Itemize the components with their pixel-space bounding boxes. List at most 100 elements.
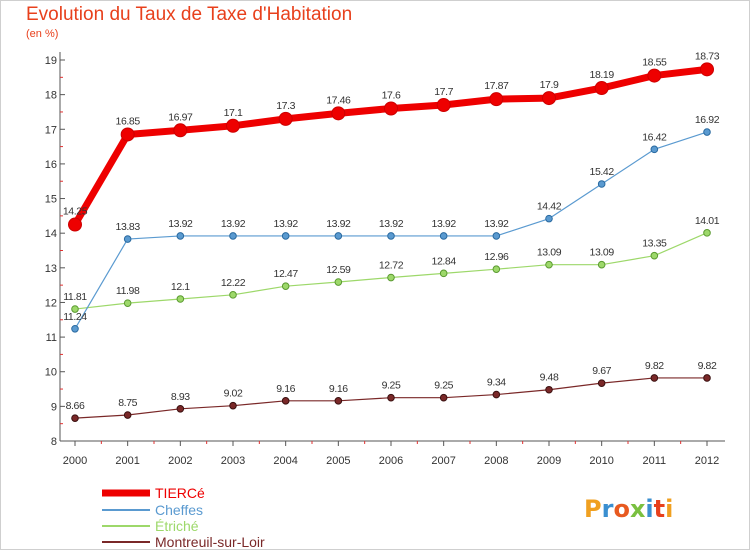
series-4-labels: 8.66 8.75 8.93 9.02 9.16 9.16 9.25 9.25 9.34 9.48… [66, 360, 718, 412]
y-tick-label: 11 [46, 332, 57, 344]
data-label: 9.02 [224, 388, 243, 400]
data-point [703, 374, 711, 382]
data-label: 12.96 [484, 251, 509, 263]
data-label: 12.22 [221, 277, 246, 289]
data-point [436, 98, 451, 113]
data-label: 16.42 [642, 131, 667, 143]
legend-label: Étriché [155, 518, 199, 534]
chart-subtitle: (en %) [26, 28, 59, 40]
data-label: 14.42 [537, 201, 562, 213]
data-label: 13.92 [274, 218, 299, 230]
data-label: 14.01 [695, 215, 720, 227]
data-point [384, 101, 398, 116]
data-label: 13.09 [590, 247, 615, 259]
data-label: 11.98 [116, 285, 140, 297]
data-point [650, 374, 659, 382]
y-tick-label: 9 [51, 401, 57, 413]
data-labels-layer: 14.25 16.85 16.97 17.1 17.3 17.46 17.6 17.7 17.8… [63, 50, 720, 412]
data-point [331, 106, 346, 121]
y-tick-label: 18 [45, 90, 57, 102]
data-point [176, 295, 185, 303]
x-tick-label: 2008 [484, 455, 508, 467]
x-tick-label: 2003 [221, 455, 245, 467]
x-tick-label: 2011 [643, 455, 667, 467]
x-tick-label: 2012 [695, 455, 719, 467]
data-point [123, 411, 132, 419]
data-point [597, 260, 606, 269]
data-label: 9.25 [434, 380, 453, 392]
data-label: 17.46 [326, 94, 351, 106]
data-label: 17.1 [224, 107, 243, 119]
data-label: 8.93 [171, 391, 190, 403]
data-label: 9.25 [382, 380, 401, 392]
data-point [71, 414, 79, 422]
data-label: 13.92 [168, 218, 193, 230]
data-point [229, 291, 237, 299]
data-point [542, 91, 556, 106]
data-label: 13.92 [326, 218, 351, 230]
x-tick-label: 2010 [589, 455, 613, 467]
data-point [545, 260, 553, 269]
data-label: 11.24 [63, 311, 87, 323]
series-4 [71, 374, 711, 422]
data-label: 18.19 [590, 69, 615, 81]
data-label: 12.47 [274, 268, 299, 280]
series-1 [68, 62, 714, 232]
data-label: 12.84 [432, 255, 457, 267]
data-point [281, 282, 290, 290]
x-tick-label: 2002 [168, 455, 192, 467]
data-point [120, 127, 135, 142]
data-point [387, 393, 395, 402]
data-point [176, 404, 185, 413]
data-point [545, 214, 553, 223]
y-tick-label: 13 [45, 263, 57, 275]
data-label: 8.66 [66, 400, 85, 412]
data-label: 13.83 [116, 221, 141, 233]
data-label: 16.85 [116, 115, 141, 127]
y-tick-label: 17 [45, 124, 57, 136]
y-tick-label: 14 [45, 228, 57, 240]
data-point [489, 92, 504, 107]
x-tick-label: 2006 [379, 455, 403, 467]
data-point [123, 299, 132, 307]
data-label: 15.42 [590, 166, 615, 178]
data-point [229, 401, 237, 410]
data-point [703, 229, 711, 237]
y-tick-label: 12 [45, 297, 57, 309]
data-point [700, 62, 714, 77]
data-label: 11.81 [63, 291, 87, 303]
data-point [387, 273, 395, 282]
data-point [492, 390, 501, 399]
data-label: 18.55 [642, 57, 667, 69]
series-layer [68, 62, 714, 422]
data-label: 13.35 [642, 238, 667, 250]
data-point [68, 217, 82, 232]
data-point [123, 235, 132, 243]
data-point [334, 278, 343, 286]
data-point [278, 111, 293, 126]
data-label: 9.82 [645, 360, 664, 372]
data-point [387, 232, 395, 240]
data-point [334, 397, 343, 405]
data-label: 13.92 [432, 218, 457, 230]
x-tick-label: 2007 [431, 455, 455, 467]
data-point [597, 180, 606, 188]
legend-label: Montreuil-sur-Loir [155, 534, 265, 550]
legend-label: TIERCé [155, 485, 205, 501]
data-label: 9.67 [592, 365, 611, 377]
series-2-labels: 11.24 13.83 13.92 13.92 13.92 13.92 13.92 13.92… [63, 114, 720, 323]
y-tick-label: 16 [45, 159, 57, 171]
data-label: 17.87 [484, 80, 509, 92]
data-point [650, 145, 659, 154]
series-2 [71, 128, 711, 333]
data-label: 17.7 [434, 86, 453, 98]
legend-label: Cheffes [155, 502, 203, 518]
y-tick-label: 15 [45, 194, 57, 206]
series-1-labels: 14.25 16.85 16.97 17.1 17.3 17.46 17.6 17.7 17.8… [63, 50, 720, 217]
data-label: 18.73 [695, 50, 720, 62]
data-point [71, 305, 79, 313]
data-label: 14.25 [63, 206, 88, 218]
data-label: 13.09 [537, 247, 562, 259]
